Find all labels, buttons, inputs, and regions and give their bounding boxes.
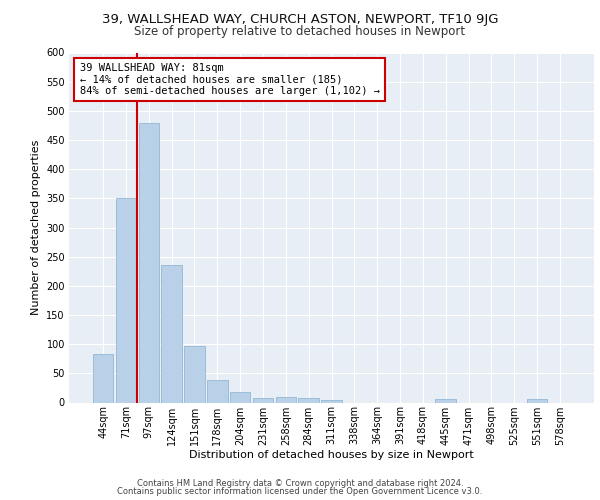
Y-axis label: Number of detached properties: Number of detached properties [31,140,41,315]
Text: Size of property relative to detached houses in Newport: Size of property relative to detached ho… [134,25,466,38]
Bar [436,399,456,402]
Bar [275,397,296,402]
Text: 39, WALLSHEAD WAY, CHURCH ASTON, NEWPORT, TF10 9JG: 39, WALLSHEAD WAY, CHURCH ASTON, NEWPORT… [102,12,498,26]
Text: Contains HM Land Registry data © Crown copyright and database right 2024.: Contains HM Land Registry data © Crown c… [137,478,463,488]
Bar [139,122,159,402]
Text: Contains public sector information licensed under the Open Government Licence v3: Contains public sector information licen… [118,487,482,496]
Bar [184,346,205,403]
Bar [116,198,136,402]
Bar [93,354,113,403]
Bar [161,266,182,402]
Bar [253,398,273,402]
Bar [321,400,342,402]
X-axis label: Distribution of detached houses by size in Newport: Distribution of detached houses by size … [189,450,474,460]
Text: 39 WALLSHEAD WAY: 81sqm
← 14% of detached houses are smaller (185)
84% of semi-d: 39 WALLSHEAD WAY: 81sqm ← 14% of detache… [79,63,380,96]
Bar [230,392,250,402]
Bar [527,399,547,402]
Bar [298,398,319,402]
Bar [207,380,227,402]
